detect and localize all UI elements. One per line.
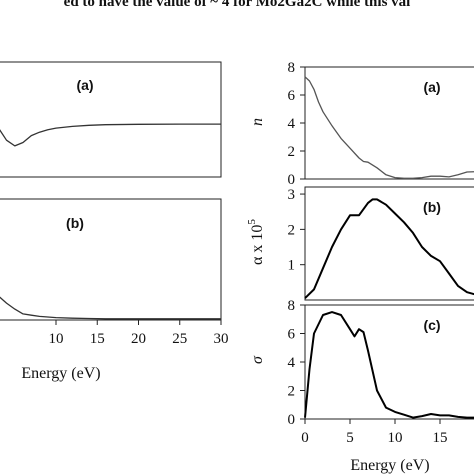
panel-label: (b)	[423, 199, 441, 215]
series-line	[0, 296, 221, 320]
y-tick-label: 2	[288, 144, 296, 160]
y-tick-label: 6	[288, 88, 296, 104]
plot-frame	[0, 198, 222, 321]
y-tick-label: 2	[288, 384, 296, 400]
y-tick-label: 0	[288, 172, 296, 188]
x-tick-label: 25	[172, 331, 187, 347]
x-tick-label: 20	[131, 331, 146, 347]
panel-2: 10 15 20 25 30 (b) Energy (eV)	[0, 198, 229, 382]
panel-label: (a)	[423, 79, 440, 95]
y-tick-label: 4	[288, 355, 296, 371]
y-axis-title: n	[249, 118, 266, 126]
x-tick-label: 15	[433, 430, 448, 446]
plot-frame	[304, 304, 474, 420]
y-tick-label: 2	[288, 222, 296, 238]
y-tick-label: 6	[288, 327, 296, 343]
series-line	[304, 76, 474, 179]
panel-label: (c)	[423, 317, 440, 333]
x-tick-label: 15	[90, 331, 105, 347]
x-tick-label: 5	[346, 430, 354, 446]
y-tick-label: 0	[288, 412, 296, 428]
series-line	[0, 123, 221, 147]
panel-5: 0 5 10 15 0 2 4 6 8 (c) Energy (eV) σ	[249, 298, 474, 474]
y-tick-label: 1	[288, 258, 296, 274]
x-tick-label: 10	[388, 430, 403, 446]
series-line	[304, 198, 474, 299]
caption-fragment: ed to have the value of ~ 4 for Mo2Ga2C …	[63, 0, 411, 10]
y-tick-label: 4	[288, 116, 296, 132]
panel-1: (a)	[0, 61, 222, 178]
y-axis-title: α x 105	[246, 219, 266, 265]
plot-frame	[304, 186, 474, 301]
y-tick-label: 3	[288, 187, 296, 203]
x-tick-label: 10	[49, 331, 64, 347]
series-line	[304, 311, 474, 419]
y-tick-label: 8	[288, 60, 296, 76]
y-axis-title: σ	[249, 355, 266, 364]
panel-3: 0 2 4 6 8 (a) n	[249, 60, 474, 188]
panel-4: 1 2 3 (b) α x 105	[246, 186, 474, 301]
panel-label: (b)	[66, 215, 84, 231]
x-tick-label: 30	[214, 331, 229, 347]
y-tick-label: 8	[288, 298, 296, 314]
panel-label: (a)	[76, 77, 93, 93]
x-axis-title: Energy (eV)	[350, 457, 429, 474]
plot-frame	[0, 61, 222, 178]
x-tick-label: 0	[301, 430, 309, 446]
x-axis-title: Energy (eV)	[21, 365, 100, 382]
